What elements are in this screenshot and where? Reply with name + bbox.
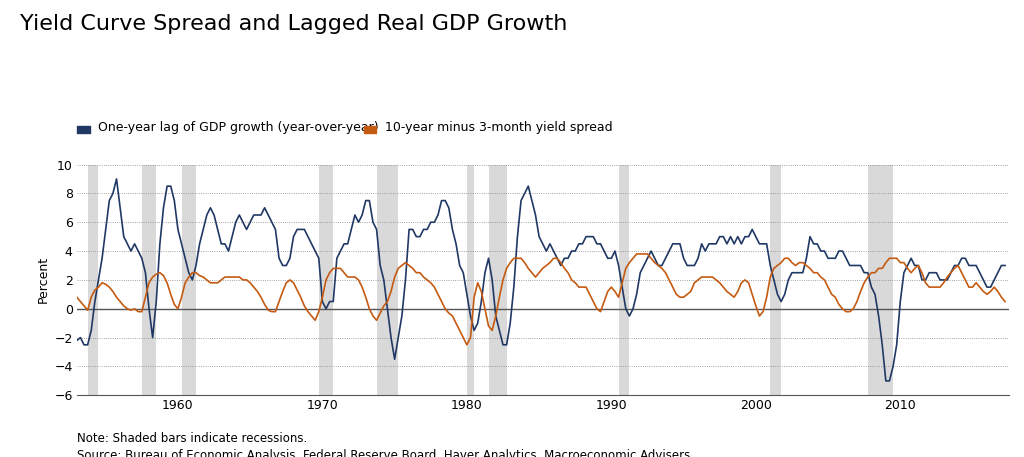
Text: Note: Shaded bars indicate recessions.: Note: Shaded bars indicate recessions. [77,432,307,445]
Bar [181,165,196,395]
Bar [141,165,157,395]
Bar [488,165,507,395]
Text: One-year lag of GDP growth (year-over-year): One-year lag of GDP growth (year-over-ye… [98,122,379,134]
Bar [377,165,398,395]
Text: Yield Curve Spread and Lagged Real GDP Growth: Yield Curve Spread and Lagged Real GDP G… [20,14,568,34]
Text: Source: Bureau of Economic Analysis, Federal Reserve Board, Haver Analytics, Mac: Source: Bureau of Economic Analysis, Fed… [77,449,690,457]
Y-axis label: Percent: Percent [37,256,50,303]
Bar [467,165,474,395]
Text: 10-year minus 3-month yield spread: 10-year minus 3-month yield spread [385,122,612,134]
Bar [618,165,630,395]
Bar [770,165,781,395]
Bar [867,165,893,395]
Bar [88,165,98,395]
Bar [318,165,333,395]
